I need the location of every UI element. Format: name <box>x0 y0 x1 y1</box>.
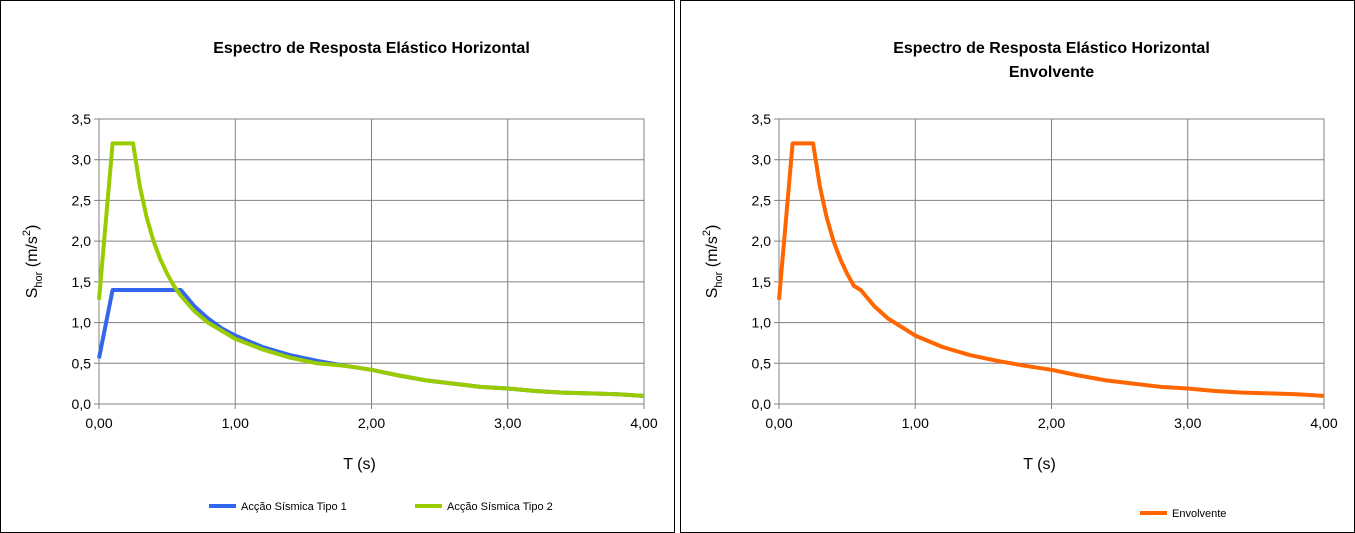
x-tick-label: 1,00 <box>222 415 249 431</box>
y-tick-label: 1,5 <box>752 274 772 290</box>
y-tick-label: 2,5 <box>72 192 92 208</box>
y-axis-label-group: Shor (m/s2) <box>21 225 45 299</box>
y-axis-label-unit: (m/s <box>24 236 41 272</box>
y-axis-label-sup: 2 <box>21 230 33 236</box>
y-axis-label-main: S <box>704 288 721 299</box>
y-tick-label: 0,0 <box>72 396 92 412</box>
x-axis-label: T (s) <box>1023 456 1056 473</box>
y-tick-label: 2,5 <box>752 192 772 208</box>
y-axis-label-sub: hor <box>33 271 45 287</box>
y-axis-label: Shor (m/s2) <box>21 225 45 299</box>
y-tick-label: 1,0 <box>752 315 772 331</box>
x-axis-label: T (s) <box>343 456 376 473</box>
x-tick-label: 1,00 <box>902 415 929 431</box>
y-tick-label: 3,5 <box>752 111 772 127</box>
y-tick-label: 0,5 <box>752 355 772 371</box>
x-tick-label: 2,00 <box>358 415 385 431</box>
y-axis-label-close: ) <box>704 225 721 230</box>
chart-title: Espectro de Resposta Elástico Horizontal <box>213 40 530 57</box>
y-tick-label: 2,0 <box>752 233 772 249</box>
series-line-2 <box>97 141 645 398</box>
y-tick-label: 3,0 <box>72 152 92 168</box>
y-tick-label: 3,5 <box>72 111 92 127</box>
chart-tipo-svg: Espectro de Resposta Elástico Horizontal… <box>21 40 658 513</box>
y-axis-label-sup: 2 <box>701 230 713 236</box>
y-axis-label-sub: hor <box>713 271 725 287</box>
x-tick-label: 2,00 <box>1038 415 1065 431</box>
chart-panel-tipo: Espectro de Resposta Elástico Horizontal… <box>0 0 675 533</box>
y-axis-label-close: ) <box>24 225 41 230</box>
y-tick-label: 0,5 <box>72 355 92 371</box>
y-axis-label-unit: (m/s <box>704 236 721 272</box>
x-tick-label: 4,00 <box>1310 415 1337 431</box>
chart-title: Espectro de Resposta Elástico Horizontal <box>893 40 1210 57</box>
x-tick-label: 4,00 <box>630 415 657 431</box>
y-axis-label: Shor (m/s2) <box>701 225 725 299</box>
legend-label-1: Acção Sísmica Tipo 1 <box>241 501 347 513</box>
x-tick-label: 3,00 <box>1174 415 1201 431</box>
x-tick-label: 0,00 <box>765 415 792 431</box>
chart-envolvente-svg: Espectro de Resposta Elástico Horizontal… <box>701 40 1338 520</box>
y-tick-label: 2,0 <box>72 233 92 249</box>
y-tick-label: 3,0 <box>752 152 772 168</box>
y-tick-label: 1,0 <box>72 315 92 331</box>
y-tick-label: 0,0 <box>752 396 772 412</box>
series-line-1 <box>777 141 1325 398</box>
x-tick-label: 0,00 <box>85 415 112 431</box>
legend-label-2: Acção Sísmica Tipo 2 <box>447 501 553 513</box>
y-axis-label-main: S <box>24 288 41 299</box>
y-tick-label: 1,5 <box>72 274 92 290</box>
chart-subtitle: Envolvente <box>1009 64 1094 81</box>
legend-label-1: Envolvente <box>1172 508 1226 520</box>
y-axis-label-group: Shor (m/s2) <box>701 225 725 299</box>
x-tick-label: 3,00 <box>494 415 521 431</box>
chart-panel-envolvente: Espectro de Resposta Elástico Horizontal… <box>680 0 1355 533</box>
